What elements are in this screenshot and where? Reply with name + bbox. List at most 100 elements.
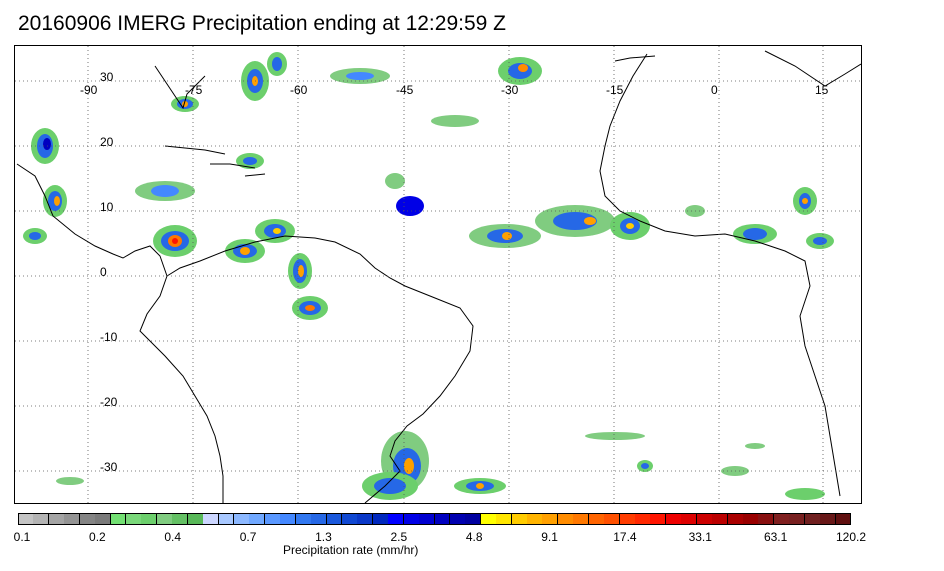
colorbar-tick-label: 120.2 (835, 530, 867, 544)
colorbar-tick-label: 0.4 (164, 530, 182, 544)
precip-cell (240, 247, 250, 255)
colorbar-tick-label: 0.7 (239, 530, 257, 544)
precip-cell (374, 478, 406, 494)
colorbar-swatch (804, 513, 821, 525)
colorbar-swatch (33, 513, 50, 525)
colorbar-title: Precipitation rate (mm/hr) (283, 543, 419, 557)
colorbar-swatch (758, 513, 775, 525)
lon-label: -90 (80, 83, 98, 97)
precip-cell (298, 265, 304, 277)
colorbar-swatch (434, 513, 451, 525)
lat-lon-grid (15, 46, 861, 503)
lon-label: -60 (290, 83, 308, 97)
colorbar-swatch (357, 513, 374, 525)
precip-cell (553, 212, 597, 230)
axis-labels: -90 -75 -60 -45 -30 -15 0 15 30 20 10 0 -10 -20 -30 (80, 70, 829, 474)
colorbar-swatch (727, 513, 744, 525)
colorbar (18, 513, 852, 525)
lon-label: -15 (606, 83, 624, 97)
precip-cell (272, 57, 282, 71)
lat-label: -10 (100, 330, 118, 344)
colorbar-swatch (187, 513, 204, 525)
colorbar-tick-label: 1.3 (315, 530, 332, 544)
colorbar-swatch (295, 513, 312, 525)
colorbar-swatch (203, 513, 220, 525)
precip-cell (745, 443, 765, 449)
colorbar-swatch (172, 513, 189, 525)
colorbar-tick-label: 2.5 (390, 530, 408, 544)
colorbar-swatch (619, 513, 636, 525)
colorbar-swatch (125, 513, 142, 525)
lat-label: 30 (100, 70, 114, 84)
colorbar-tick-label: 0.2 (89, 530, 106, 544)
lat-label: 0 (100, 265, 107, 279)
precip-cell (585, 432, 645, 440)
colorbar-swatch (650, 513, 667, 525)
colorbar-tick-label: 0.1 (13, 530, 31, 544)
precipitation-field (23, 52, 834, 500)
colorbar-swatch (696, 513, 713, 525)
colorbar-swatch (527, 513, 543, 525)
colorbar-swatch (218, 513, 235, 525)
colorbar-swatch (79, 513, 96, 525)
lon-label: -45 (396, 83, 414, 97)
colorbar-swatch (588, 513, 605, 525)
colorbar-swatch (156, 513, 173, 525)
precip-cell (626, 223, 634, 229)
precip-cell (502, 232, 512, 240)
colorbar-swatch (835, 513, 852, 525)
colorbar-swatch (773, 513, 790, 525)
precip-cell (743, 228, 767, 240)
precip-cell (404, 458, 414, 474)
precip-cell (172, 238, 178, 244)
colorbar-swatch (465, 513, 482, 525)
precip-cell (584, 217, 596, 225)
precip-cell (641, 463, 649, 469)
map-canvas: -90 -75 -60 -45 -30 -15 0 15 30 20 10 0 -10 -20 -30 (15, 46, 861, 503)
colorbar-swatch (280, 513, 297, 525)
colorbar-swatch (635, 513, 651, 525)
colorbar-swatch (419, 513, 435, 525)
precip-cell (385, 173, 405, 189)
map-title: 20160906 IMERG Precipitation ending at 1… (18, 12, 506, 35)
lon-label: -75 (185, 83, 203, 97)
colorbar-swatch (604, 513, 621, 525)
colorbar-swatch (341, 513, 358, 525)
colorbar-swatch (64, 513, 81, 525)
colorbar-swatch (557, 513, 574, 525)
lat-label: -20 (100, 395, 118, 409)
coastlines (16, 50, 861, 503)
colorbar-swatch (264, 513, 281, 525)
colorbar-swatch (141, 513, 158, 525)
colorbar-swatch (743, 513, 759, 525)
colorbar-swatch (388, 513, 405, 525)
precip-cell (396, 196, 424, 216)
colorbar-swatch (511, 513, 528, 525)
colorbar-swatch (311, 513, 327, 525)
colorbar-swatch (712, 513, 729, 525)
colorbar-swatch (48, 513, 65, 525)
colorbar-swatch (681, 513, 698, 525)
precip-cell (813, 237, 827, 245)
colorbar-swatch (480, 513, 497, 525)
colorbar-swatch (542, 513, 559, 525)
precip-cell (305, 305, 315, 311)
colorbar-swatch (372, 513, 389, 525)
lon-label: -30 (501, 83, 519, 97)
lat-label: 10 (100, 200, 114, 214)
colorbar-swatch (110, 513, 127, 525)
precip-cell (151, 185, 179, 197)
lat-label: -30 (100, 460, 118, 474)
precip-cell (54, 196, 60, 206)
lat-label: 20 (100, 135, 114, 149)
precip-cell (785, 488, 825, 500)
precip-cell (476, 483, 484, 489)
precip-cell (29, 232, 41, 240)
colorbar-swatch (820, 513, 837, 525)
lon-label: 0 (711, 83, 718, 97)
precip-cell (43, 138, 51, 150)
colorbar-tick-label: 4.8 (465, 530, 483, 544)
precip-cell (346, 72, 374, 80)
colorbar-swatch (573, 513, 590, 525)
colorbar-tick-label: 33.1 (688, 530, 712, 544)
